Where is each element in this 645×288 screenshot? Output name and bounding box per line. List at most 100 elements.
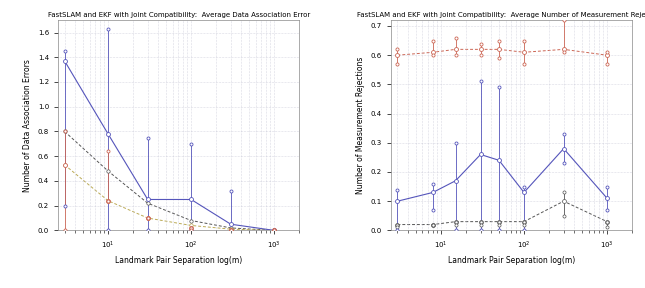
- Point: [143, 216, 153, 220]
- Point: [269, 228, 279, 233]
- Point: [450, 47, 461, 52]
- Point: [475, 228, 486, 233]
- Point: [269, 228, 279, 233]
- X-axis label: Landmark Pair Separation log(m): Landmark Pair Separation log(m): [115, 256, 243, 265]
- Point: [59, 228, 70, 233]
- Point: [602, 53, 612, 58]
- Point: [186, 226, 196, 230]
- Point: [519, 38, 529, 43]
- Point: [519, 222, 529, 227]
- Point: [475, 53, 486, 58]
- Point: [392, 53, 402, 58]
- Point: [450, 141, 461, 145]
- Point: [450, 35, 461, 40]
- Point: [602, 225, 612, 230]
- Point: [103, 169, 114, 173]
- Point: [428, 190, 438, 195]
- Point: [450, 219, 461, 224]
- Point: [519, 190, 529, 195]
- Point: [494, 56, 504, 60]
- Point: [559, 161, 569, 166]
- Point: [59, 129, 70, 134]
- Point: [494, 38, 504, 43]
- Point: [450, 222, 461, 227]
- Point: [450, 179, 461, 183]
- Point: [494, 219, 504, 224]
- Point: [226, 222, 236, 227]
- Point: [143, 216, 153, 220]
- Point: [519, 62, 529, 66]
- Point: [103, 132, 114, 136]
- Point: [602, 184, 612, 189]
- Point: [519, 228, 529, 233]
- Point: [186, 218, 196, 223]
- Point: [103, 198, 114, 203]
- Point: [602, 50, 612, 55]
- Point: [450, 53, 461, 58]
- Point: [269, 228, 279, 233]
- Point: [494, 85, 504, 90]
- Point: [494, 222, 504, 227]
- Point: [602, 62, 612, 66]
- Point: [519, 50, 529, 55]
- Point: [226, 228, 236, 233]
- Point: [103, 198, 114, 203]
- Y-axis label: Number of Measurement Rejections: Number of Measurement Rejections: [356, 57, 365, 194]
- Point: [559, 47, 569, 52]
- Point: [519, 219, 529, 224]
- Point: [494, 47, 504, 52]
- Point: [475, 152, 486, 157]
- Point: [475, 222, 486, 227]
- Point: [226, 228, 236, 233]
- X-axis label: Landmark Pair Separation log(m): Landmark Pair Separation log(m): [448, 256, 575, 265]
- Point: [428, 53, 438, 58]
- Point: [186, 226, 196, 230]
- Point: [392, 222, 402, 227]
- Point: [559, 146, 569, 151]
- Point: [392, 199, 402, 204]
- Point: [269, 228, 279, 233]
- Point: [519, 184, 529, 189]
- Point: [559, 199, 569, 204]
- Point: [559, 132, 569, 136]
- Point: [103, 228, 114, 233]
- Point: [428, 222, 438, 227]
- Point: [428, 208, 438, 212]
- Point: [226, 189, 236, 193]
- Point: [143, 216, 153, 220]
- Point: [428, 50, 438, 55]
- Point: [186, 141, 196, 146]
- Point: [559, 190, 569, 195]
- Point: [59, 162, 70, 167]
- Point: [494, 219, 504, 224]
- Point: [226, 226, 236, 230]
- Point: [475, 47, 486, 52]
- Point: [226, 228, 236, 233]
- Point: [269, 228, 279, 233]
- Point: [186, 228, 196, 233]
- Point: [103, 26, 114, 31]
- Point: [475, 41, 486, 46]
- Point: [494, 228, 504, 233]
- Point: [269, 228, 279, 233]
- Point: [186, 228, 196, 233]
- Point: [392, 187, 402, 192]
- Point: [59, 129, 70, 134]
- Point: [143, 201, 153, 206]
- Point: [392, 228, 402, 233]
- Point: [475, 219, 486, 224]
- Point: [428, 222, 438, 227]
- Point: [602, 196, 612, 200]
- Point: [428, 222, 438, 227]
- Point: [475, 79, 486, 84]
- Point: [226, 227, 236, 232]
- Point: [59, 59, 70, 63]
- Point: [559, 18, 569, 22]
- Point: [494, 158, 504, 163]
- Point: [475, 219, 486, 224]
- Point: [59, 162, 70, 167]
- Point: [428, 38, 438, 43]
- Point: [428, 181, 438, 186]
- Point: [559, 213, 569, 218]
- Point: [602, 208, 612, 212]
